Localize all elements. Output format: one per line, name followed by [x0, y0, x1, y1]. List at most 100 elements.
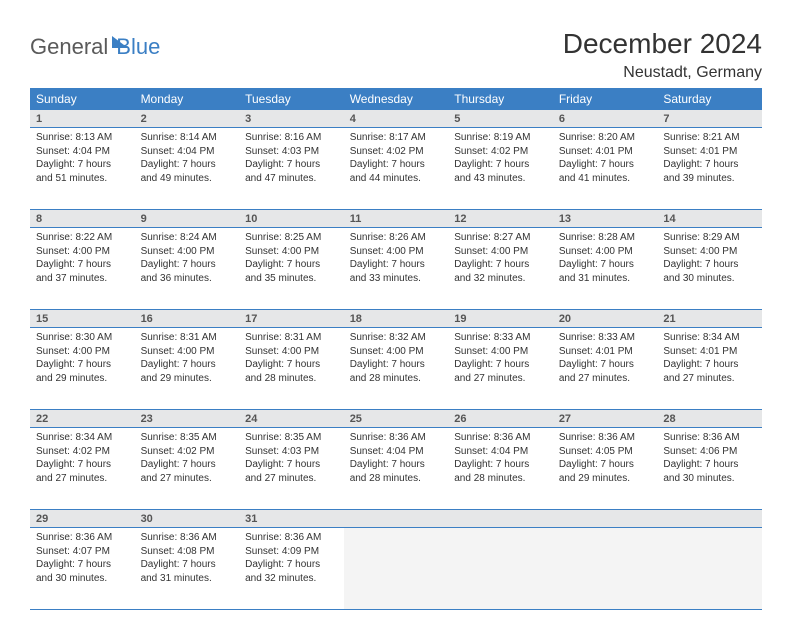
daylight-text: Daylight: 7 hours and 30 minutes. [36, 558, 129, 585]
daynum-row: 293031 [30, 510, 762, 528]
sunset-text: Sunset: 4:02 PM [454, 145, 547, 159]
day-cell: Sunrise: 8:33 AMSunset: 4:01 PMDaylight:… [553, 328, 658, 410]
daylight-text: Daylight: 7 hours and 41 minutes. [559, 158, 652, 185]
day-number: 5 [448, 110, 553, 128]
day-cell: Sunrise: 8:27 AMSunset: 4:00 PMDaylight:… [448, 228, 553, 310]
day-number: 26 [448, 410, 553, 428]
sunset-text: Sunset: 4:00 PM [454, 345, 547, 359]
daylight-text: Daylight: 7 hours and 31 minutes. [141, 558, 234, 585]
day-number: 19 [448, 310, 553, 328]
daylight-text: Daylight: 7 hours and 27 minutes. [245, 458, 338, 485]
day-cell: Sunrise: 8:35 AMSunset: 4:02 PMDaylight:… [135, 428, 240, 510]
sunset-text: Sunset: 4:02 PM [141, 445, 234, 459]
day-number: 22 [30, 410, 135, 428]
sunrise-text: Sunrise: 8:35 AM [245, 431, 338, 445]
sunrise-text: Sunrise: 8:24 AM [141, 231, 234, 245]
day-cell: Sunrise: 8:30 AMSunset: 4:00 PMDaylight:… [30, 328, 135, 410]
sunrise-text: Sunrise: 8:36 AM [663, 431, 756, 445]
day-number: 16 [135, 310, 240, 328]
day-cell: Sunrise: 8:26 AMSunset: 4:00 PMDaylight:… [344, 228, 449, 310]
sunrise-text: Sunrise: 8:36 AM [141, 531, 234, 545]
sunrise-text: Sunrise: 8:20 AM [559, 131, 652, 145]
sunrise-text: Sunrise: 8:36 AM [36, 531, 129, 545]
day-cell: Sunrise: 8:31 AMSunset: 4:00 PMDaylight:… [135, 328, 240, 410]
day-number: 11 [344, 210, 449, 228]
daynum-row: 891011121314 [30, 210, 762, 228]
daylight-text: Daylight: 7 hours and 36 minutes. [141, 258, 234, 285]
sunset-text: Sunset: 4:00 PM [245, 345, 338, 359]
sunrise-text: Sunrise: 8:31 AM [245, 331, 338, 345]
day-cell: Sunrise: 8:17 AMSunset: 4:02 PMDaylight:… [344, 128, 449, 210]
day-cell: Sunrise: 8:33 AMSunset: 4:00 PMDaylight:… [448, 328, 553, 410]
day-cell [448, 528, 553, 610]
day-cell: Sunrise: 8:32 AMSunset: 4:00 PMDaylight:… [344, 328, 449, 410]
daylight-text: Daylight: 7 hours and 28 minutes. [454, 458, 547, 485]
logo-text-2: Blue [116, 34, 160, 60]
day-number: 3 [239, 110, 344, 128]
daylight-text: Daylight: 7 hours and 29 minutes. [36, 358, 129, 385]
day-number [553, 510, 658, 528]
sunrise-text: Sunrise: 8:19 AM [454, 131, 547, 145]
sunset-text: Sunset: 4:08 PM [141, 545, 234, 559]
sunset-text: Sunset: 4:04 PM [350, 445, 443, 459]
day-cell: Sunrise: 8:36 AMSunset: 4:07 PMDaylight:… [30, 528, 135, 610]
sunrise-text: Sunrise: 8:36 AM [559, 431, 652, 445]
day-cell [553, 528, 658, 610]
day-number: 17 [239, 310, 344, 328]
sunset-text: Sunset: 4:00 PM [36, 245, 129, 259]
day-cell: Sunrise: 8:36 AMSunset: 4:05 PMDaylight:… [553, 428, 658, 510]
day-number: 12 [448, 210, 553, 228]
day-cell [657, 528, 762, 610]
day-cell: Sunrise: 8:29 AMSunset: 4:00 PMDaylight:… [657, 228, 762, 310]
day-cell: Sunrise: 8:35 AMSunset: 4:03 PMDaylight:… [239, 428, 344, 510]
day-number: 21 [657, 310, 762, 328]
day-cell: Sunrise: 8:14 AMSunset: 4:04 PMDaylight:… [135, 128, 240, 210]
col-wednesday: Wednesday [344, 88, 449, 110]
sunset-text: Sunset: 4:01 PM [559, 345, 652, 359]
sunset-text: Sunset: 4:04 PM [141, 145, 234, 159]
sunset-text: Sunset: 4:06 PM [663, 445, 756, 459]
daylight-text: Daylight: 7 hours and 27 minutes. [454, 358, 547, 385]
sunset-text: Sunset: 4:01 PM [663, 145, 756, 159]
day-number: 14 [657, 210, 762, 228]
sunset-text: Sunset: 4:03 PM [245, 445, 338, 459]
daylight-text: Daylight: 7 hours and 32 minutes. [454, 258, 547, 285]
day-cell: Sunrise: 8:25 AMSunset: 4:00 PMDaylight:… [239, 228, 344, 310]
daylight-text: Daylight: 7 hours and 27 minutes. [559, 358, 652, 385]
sunset-text: Sunset: 4:02 PM [36, 445, 129, 459]
day-number: 30 [135, 510, 240, 528]
sunset-text: Sunset: 4:00 PM [454, 245, 547, 259]
daylight-text: Daylight: 7 hours and 29 minutes. [141, 358, 234, 385]
day-cell: Sunrise: 8:21 AMSunset: 4:01 PMDaylight:… [657, 128, 762, 210]
day-cell: Sunrise: 8:28 AMSunset: 4:00 PMDaylight:… [553, 228, 658, 310]
week-row: Sunrise: 8:34 AMSunset: 4:02 PMDaylight:… [30, 428, 762, 510]
day-number: 18 [344, 310, 449, 328]
day-cell: Sunrise: 8:19 AMSunset: 4:02 PMDaylight:… [448, 128, 553, 210]
daylight-text: Daylight: 7 hours and 27 minutes. [663, 358, 756, 385]
daynum-row: 15161718192021 [30, 310, 762, 328]
daylight-text: Daylight: 7 hours and 28 minutes. [245, 358, 338, 385]
day-cell: Sunrise: 8:36 AMSunset: 4:04 PMDaylight:… [344, 428, 449, 510]
day-number: 8 [30, 210, 135, 228]
day-number: 10 [239, 210, 344, 228]
sunrise-text: Sunrise: 8:32 AM [350, 331, 443, 345]
calendar-body: 1234567Sunrise: 8:13 AMSunset: 4:04 PMDa… [30, 110, 762, 610]
day-number: 1 [30, 110, 135, 128]
day-number: 25 [344, 410, 449, 428]
page-subtitle: Neustadt, Germany [563, 64, 762, 82]
daynum-row: 1234567 [30, 110, 762, 128]
day-number: 7 [657, 110, 762, 128]
day-number: 13 [553, 210, 658, 228]
day-cell: Sunrise: 8:24 AMSunset: 4:00 PMDaylight:… [135, 228, 240, 310]
sunset-text: Sunset: 4:07 PM [36, 545, 129, 559]
daylight-text: Daylight: 7 hours and 51 minutes. [36, 158, 129, 185]
daylight-text: Daylight: 7 hours and 32 minutes. [245, 558, 338, 585]
day-cell: Sunrise: 8:13 AMSunset: 4:04 PMDaylight:… [30, 128, 135, 210]
sunset-text: Sunset: 4:03 PM [245, 145, 338, 159]
sunset-text: Sunset: 4:05 PM [559, 445, 652, 459]
col-sunday: Sunday [30, 88, 135, 110]
day-cell [344, 528, 449, 610]
daylight-text: Daylight: 7 hours and 37 minutes. [36, 258, 129, 285]
sunset-text: Sunset: 4:00 PM [559, 245, 652, 259]
day-number [344, 510, 449, 528]
